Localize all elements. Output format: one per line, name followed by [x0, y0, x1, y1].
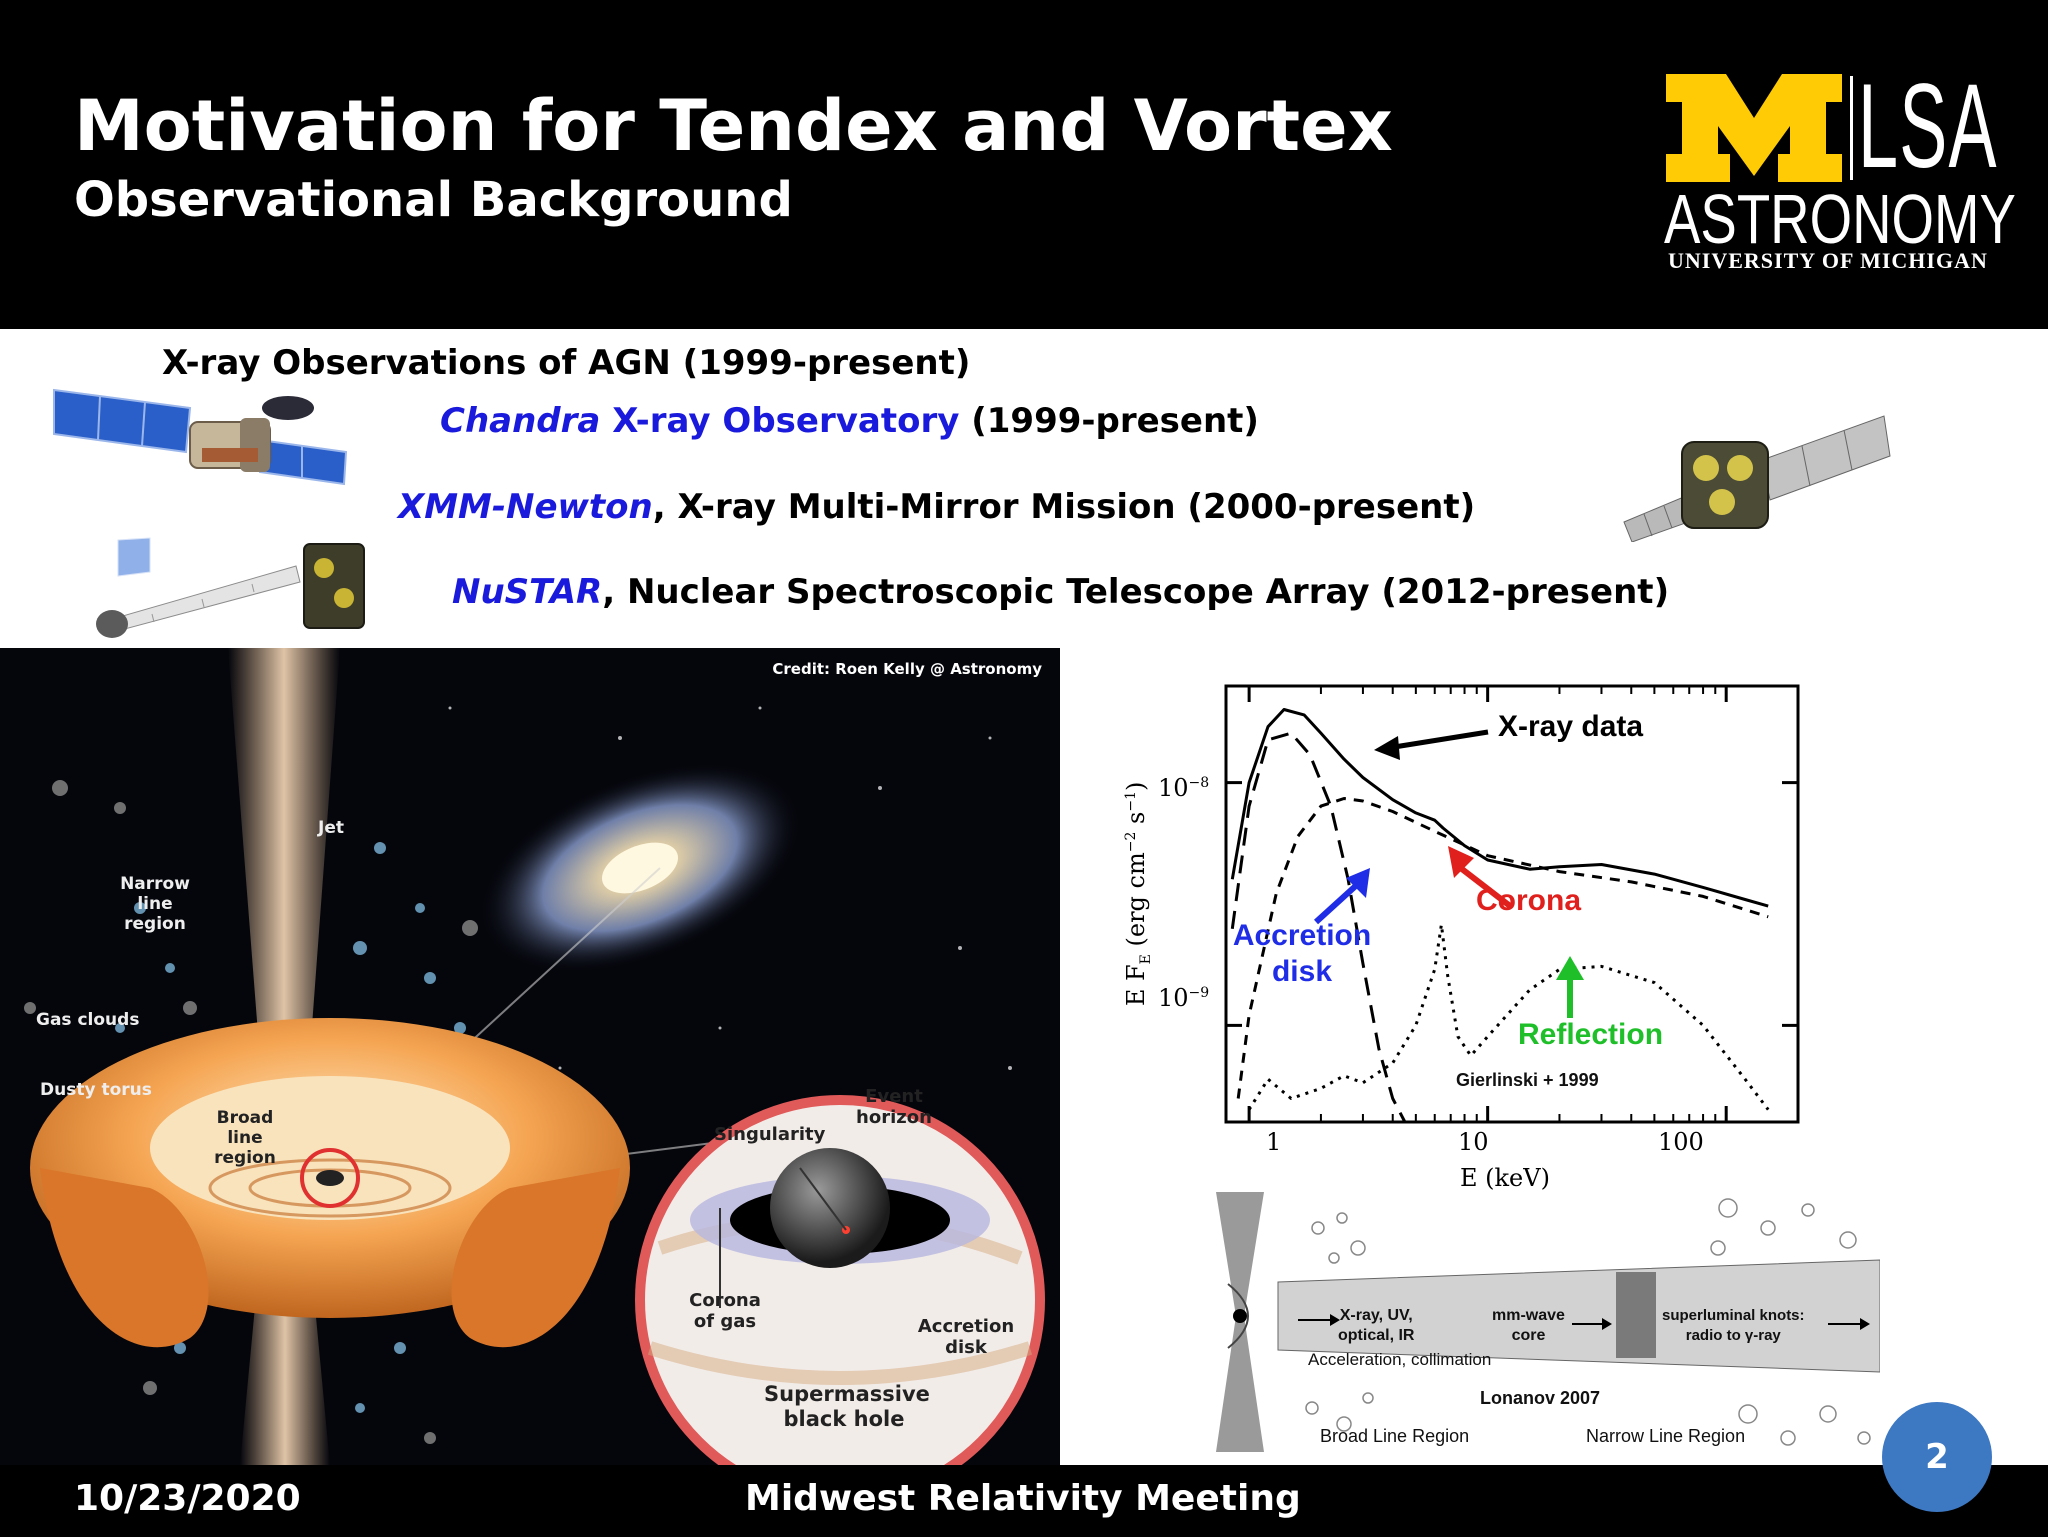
mission-nustar: NuSTAR, Nuclear Spectroscopic Telescope …	[452, 571, 1669, 613]
image-credit: Credit: Roen Kelly @ Astronomy	[772, 660, 1042, 678]
label-dusty-torus: Dusty torus	[40, 1080, 152, 1100]
agn-illustration: Credit: Roen Kelly @ Astronomy Jet Narro…	[0, 648, 1060, 1465]
label-supermassive-black-hole: Supermassive black hole	[764, 1382, 930, 1431]
mission-name: XMM-Newton	[398, 487, 653, 527]
logo-lsa-text: LSA	[1858, 59, 1998, 193]
label-jet: Jet	[318, 818, 344, 838]
nustar-satellite-icon	[96, 537, 365, 638]
slide-footer: 10/23/2020 Midwest Relativity Meeting	[0, 1465, 2048, 1537]
y-tick-1e-9: 10−9	[1158, 984, 1210, 1012]
label-broad-line-region: Broad line region	[214, 1108, 276, 1168]
annotation-xray-data: X-ray data	[1498, 710, 1644, 743]
jet-schematic: X-ray, UV, optical, IR mm-wave core superl…	[1208, 1188, 1881, 1458]
y-tick-1e-8: 10−8	[1158, 774, 1210, 802]
series-reflection	[1247, 923, 1770, 1111]
logo-astronomy-text: ASTRONOMY	[1664, 180, 2016, 258]
x-tick-100: 100	[1658, 1128, 1704, 1156]
label-corona-of-gas: Corona of gas	[689, 1290, 761, 1332]
label-event-horizon: Event horizon	[856, 1086, 932, 1128]
plot-frame	[1224, 684, 1800, 1124]
jet-label-broad-line-region: Broad Line Region	[1320, 1426, 1470, 1446]
xmm-newton-satellite-icon	[1623, 415, 1891, 542]
slide-subtitle: Observational Background	[74, 172, 793, 228]
jet-label-xray-uv: X-ray, UV, optical, IR	[1338, 1307, 1415, 1344]
block-m-logo-icon	[1666, 74, 1842, 182]
jet-schematic-art	[1216, 1192, 1881, 1452]
page-number-badge: 2	[1882, 1402, 1992, 1512]
section-heading: X-ray Observations of AGN (1999-present)	[162, 343, 971, 383]
jet-label-mmwave-core: mm-wave core	[1492, 1307, 1565, 1344]
spectrum-series	[1230, 708, 1770, 1123]
mission-detail: (1999-present)	[959, 401, 1259, 441]
annotation-arrows	[1313, 729, 1584, 1018]
label-accretion-disk: Accretion disk	[917, 1316, 1015, 1358]
footer-date: 10/23/2020	[74, 1478, 301, 1519]
xray-spectrum-chart: X-ray data Corona Accretion disk Reflect…	[1098, 678, 1818, 1198]
chandra-satellite-icon	[53, 388, 348, 486]
spectrum-plot	[1224, 684, 1800, 1124]
spectrum-citation: Gierlinski + 1999	[1456, 1070, 1599, 1090]
y-axis-label: E FE (erg cm−2 s−1)	[1122, 781, 1154, 1007]
logo-university-text: UNIVERSITY OF MICHIGAN	[1668, 248, 1988, 273]
mission-detail: , Nuclear Spectroscopic Telescope Array …	[602, 572, 1670, 612]
mission-detail: , X-ray Multi-Mirror Mission (2000-prese…	[652, 487, 1476, 527]
umich-lsa-astronomy-logo: LSA ASTRONOMY UNIVERSITY OF MICHIGAN	[1660, 59, 2016, 284]
label-narrow-line-region: Narrow line region	[120, 874, 190, 934]
label-gas-clouds: Gas clouds	[36, 1010, 140, 1030]
axis-ticks	[1226, 686, 1799, 1122]
jet-label-acceleration: Acceleration, collimation	[1308, 1350, 1492, 1369]
label-singularity: Singularity	[714, 1124, 826, 1145]
slide-header: Motivation for Tendex and Vortex Observa…	[0, 0, 2048, 329]
jet-label-narrow-line-region: Narrow Line Region	[1586, 1426, 1746, 1446]
mission-name: NuSTAR	[452, 572, 603, 612]
x-tick-10: 10	[1458, 1128, 1489, 1156]
slide-title: Motivation for Tendex and Vortex	[74, 85, 1393, 167]
annotation-accretion-disk: Accretion disk	[1232, 919, 1372, 988]
annotation-reflection: Reflection	[1518, 1018, 1664, 1051]
agn-artwork	[24, 648, 1045, 1465]
x-tick-1: 1	[1266, 1128, 1282, 1156]
mission-xmm-newton: XMM-Newton, X-ray Multi-Mirror Mission (…	[398, 486, 1475, 528]
mission-name: Chandra X-ray Observatory	[440, 401, 960, 441]
series-x-ray-data	[1230, 708, 1769, 908]
jet-citation: Lonanov 2007	[1480, 1388, 1601, 1408]
series-corona	[1236, 797, 1769, 1099]
mission-chandra: Chandra X-ray Observatory (1999-present)	[440, 400, 1259, 442]
jet-label-superluminal: superluminal knots: radio to γ-ray	[1662, 1307, 1805, 1344]
series-accretion-disk	[1230, 731, 1407, 1123]
annotation-corona: Corona	[1476, 884, 1581, 917]
footer-meeting-name: Midwest Relativity Meeting	[745, 1478, 1301, 1519]
x-axis-label: E (keV)	[1460, 1164, 1550, 1192]
logo-divider	[1850, 76, 1853, 180]
